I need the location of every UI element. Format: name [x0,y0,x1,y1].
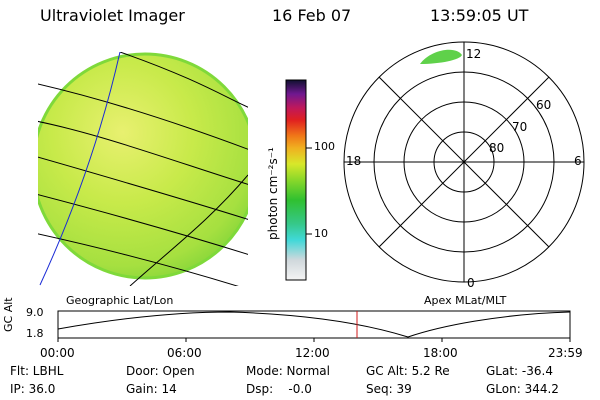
mlt-label-0: 0 [467,276,475,290]
altitude-plot [58,311,570,342]
colorbar-tick-100: 100 [314,140,335,153]
status-glon: GLon: 344.2 [486,382,559,396]
right-panel-title: Apex MLat/MLT [424,294,506,307]
time-tick-0000: 00:00 [40,346,75,360]
status-glat: GLat: -36.4 [486,364,553,378]
left-panel-title: Geographic Lat/Lon [66,294,173,307]
altitude-frame [58,311,570,338]
time-tick-2359: 23:59 [548,346,583,360]
colorbar-tick-10: 10 [314,227,328,240]
lat-label-60: 60 [536,98,551,112]
earth-disk [33,54,257,278]
lat-label-70: 70 [512,120,527,134]
geographic-image [20,52,257,290]
time-tick-0600: 06:00 [167,346,202,360]
colorbar [286,80,306,280]
altitude-ytick-low: 1.8 [26,327,44,340]
time-tick-1200: 12:00 [295,346,330,360]
polar-aurora-patch [420,50,462,64]
status-filter: Flt: LBHL [10,364,63,378]
altitude-curve [58,312,570,337]
polar-plot [344,42,584,282]
altitude-ylabel: GC Alt [2,297,15,332]
status-seq: Seq: 39 [366,382,412,396]
status-gain: Gain: 14 [126,382,177,396]
status-dsp: Dsp: -0.0 [246,382,312,396]
status-gc-alt: GC Alt: 5.2 Re [366,364,450,378]
mlt-label-6: 6 [574,154,582,168]
status-ip: IP: 36.0 [10,382,55,396]
colorbar-unit: photon cm⁻²s⁻¹ [266,147,280,240]
status-door: Door: Open [126,364,195,378]
mlt-label-12: 12 [466,47,481,61]
altitude-ytick-high: 9.0 [26,306,44,319]
lat-label-80: 80 [489,141,504,155]
mlt-label-18: 18 [346,154,361,168]
time-tick-1800: 18:00 [423,346,458,360]
status-mode: Mode: Normal [246,364,330,378]
